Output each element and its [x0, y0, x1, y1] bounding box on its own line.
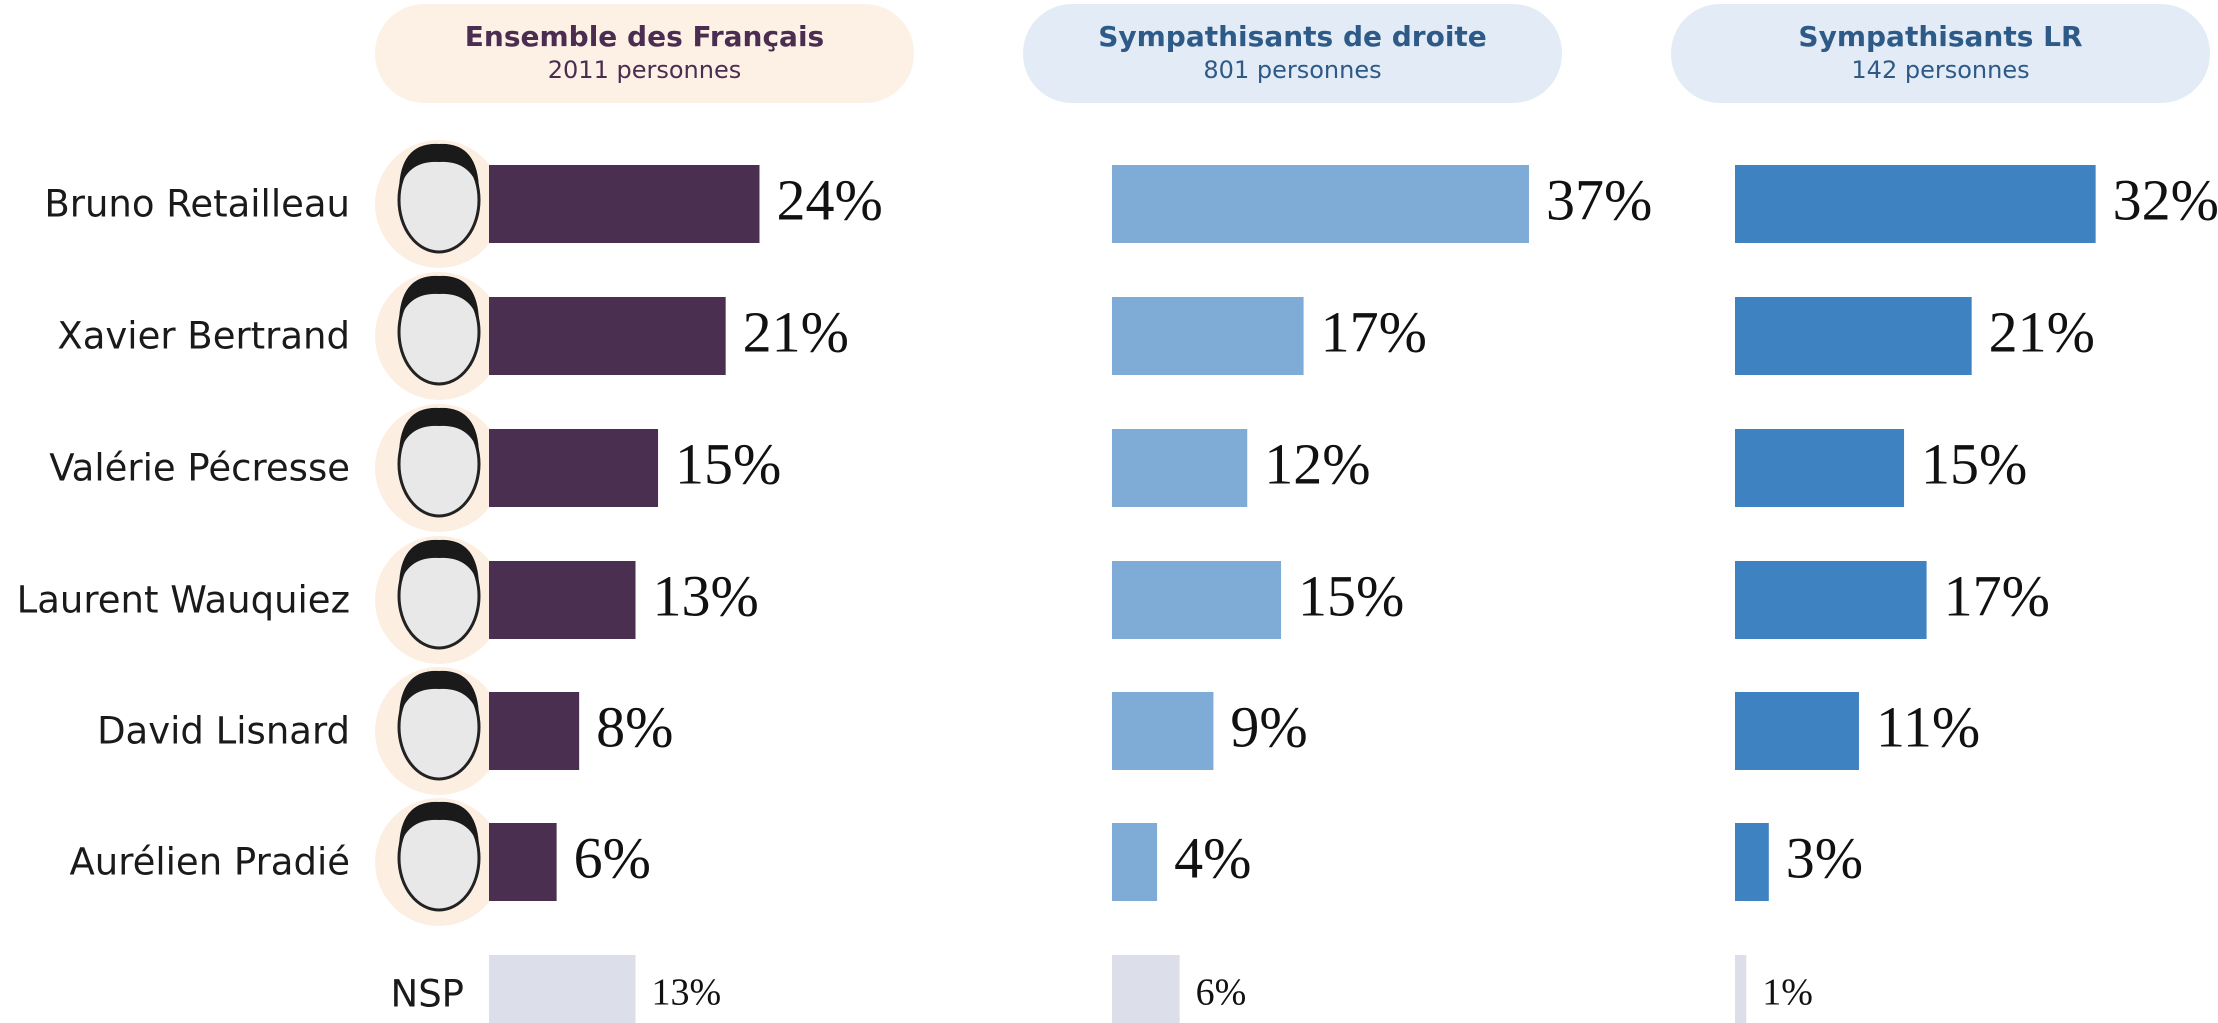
bar	[489, 692, 579, 770]
value-label: 21%	[1989, 299, 2095, 364]
value-label: 3%	[1786, 825, 1863, 890]
panel-subtitle: 801 personnes	[1203, 56, 1381, 84]
chart: Bruno Retailleau Xavier Bertrand Valérie P…	[0, 0, 2218, 1023]
bar	[1735, 561, 1927, 639]
bar	[489, 429, 658, 507]
category-label: Aurélien Pradié	[69, 841, 350, 884]
bar	[1112, 429, 1247, 507]
value-label: 21%	[743, 299, 849, 364]
panel-header	[1023, 4, 1562, 103]
value-label: 32%	[2113, 167, 2218, 232]
bar	[1735, 165, 2096, 243]
bar	[1735, 955, 1746, 1023]
value-label: 24%	[776, 167, 882, 232]
value-label: 4%	[1174, 825, 1251, 890]
panel-title: Ensemble des Français	[465, 20, 824, 53]
value-label: 17%	[1944, 563, 2050, 628]
value-label: 6%	[1196, 972, 1247, 1014]
panel-title: Sympathisants de droite	[1098, 20, 1487, 53]
category-label: Xavier Bertrand	[57, 315, 350, 358]
value-label: 13%	[652, 972, 722, 1014]
category-label: Bruno Retailleau	[44, 183, 350, 226]
bar	[489, 165, 759, 243]
bar	[1735, 692, 1859, 770]
value-label: 15%	[675, 431, 781, 496]
category-label: Laurent Wauquiez	[17, 579, 350, 622]
bar	[1735, 297, 1972, 375]
bar	[489, 955, 636, 1023]
panel-title: Sympathisants LR	[1798, 20, 2082, 53]
bar	[1735, 429, 1904, 507]
bar	[1112, 823, 1157, 901]
bar	[1112, 165, 1529, 243]
value-label: 17%	[1321, 299, 1427, 364]
panel-subtitle: 142 personnes	[1851, 56, 2029, 84]
category-label: Valérie Pécresse	[49, 447, 350, 490]
value-label: 15%	[1921, 431, 2027, 496]
panel-header	[1671, 4, 2210, 103]
bar	[1112, 692, 1213, 770]
value-label: 12%	[1264, 431, 1370, 496]
value-label: 8%	[596, 694, 673, 759]
bar	[489, 297, 726, 375]
bar	[1112, 955, 1180, 1023]
value-label: 9%	[1230, 694, 1307, 759]
bar	[1112, 561, 1281, 639]
value-label: 15%	[1298, 563, 1404, 628]
value-label: 1%	[1762, 972, 1813, 1014]
value-label: 13%	[653, 563, 759, 628]
bar	[1735, 823, 1769, 901]
panel-header	[375, 4, 914, 103]
category-label: David Lisnard	[97, 710, 350, 753]
value-label: 6%	[574, 825, 651, 890]
value-label: 11%	[1876, 694, 1980, 759]
bar	[489, 823, 557, 901]
bar	[489, 561, 636, 639]
value-label: 37%	[1546, 167, 1652, 232]
category-label: NSP	[391, 973, 464, 1016]
bar	[1112, 297, 1304, 375]
panel-subtitle: 2011 personnes	[548, 56, 741, 84]
